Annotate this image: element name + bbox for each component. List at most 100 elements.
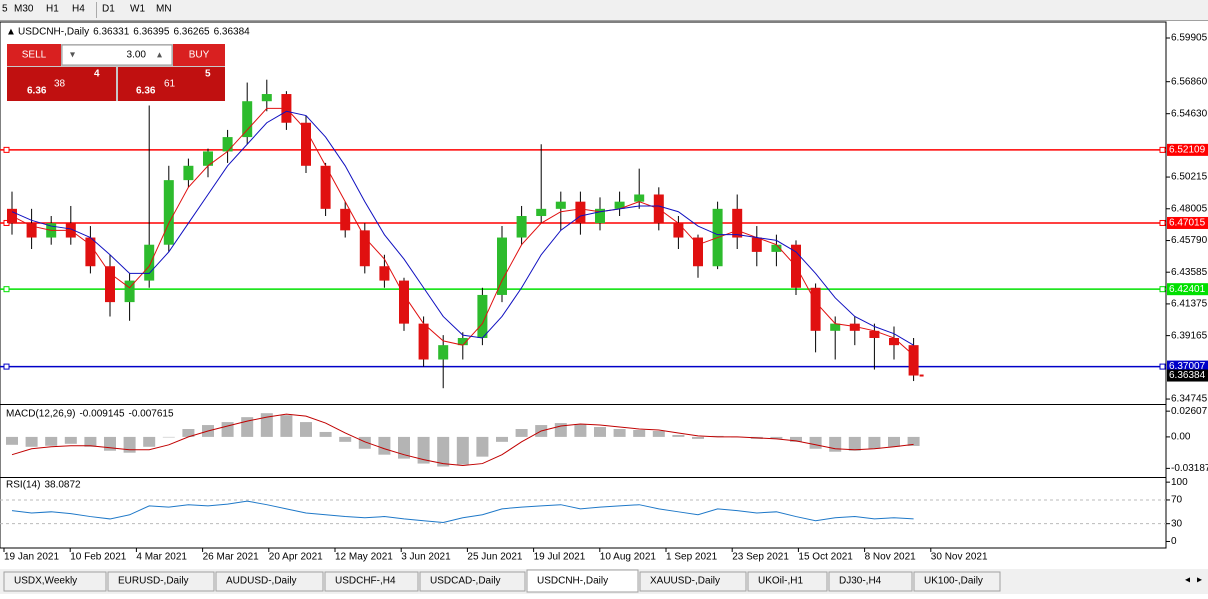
volume-down[interactable]: ▾: [70, 50, 75, 61]
tab[interactable]: [639, 571, 747, 592]
macd-bar: [594, 427, 606, 437]
scroll-right[interactable]: ▸: [1197, 575, 1202, 586]
candle-body: [26, 223, 37, 238]
candle-body: [751, 237, 762, 252]
tab[interactable]: [526, 569, 639, 593]
candle-body: [301, 122, 311, 166]
bid-big: 6.36: [27, 86, 47, 97]
toolbar: [0, 0, 1208, 20]
tab-label[interactable]: DJ30-,H4: [839, 576, 882, 587]
candle-body: [614, 201, 625, 209]
y-tick-label: 0: [1171, 536, 1177, 547]
timeframe-button[interactable]: W1: [130, 4, 145, 15]
tab[interactable]: [419, 571, 526, 592]
tab-label[interactable]: USDCHF-,H4: [335, 576, 396, 587]
candle-body: [595, 208, 605, 224]
candle-body: [261, 94, 272, 102]
candle-body: [869, 330, 880, 338]
candle-body: [575, 201, 586, 224]
signal-value: -0.007615: [129, 409, 174, 420]
y-tick-label: 6.54630: [1171, 108, 1208, 119]
macd-bar: [280, 415, 293, 437]
level-handle: [1159, 219, 1166, 226]
x-tick-label: 3 Jun 2021: [401, 552, 451, 563]
y-tick-label: 6.50215: [1171, 172, 1208, 183]
macd-bar: [358, 436, 371, 449]
quote-value: 6.36384: [214, 27, 251, 38]
ask-main: 61: [164, 79, 176, 90]
macd-bar: [339, 436, 352, 442]
candle-body: [830, 323, 841, 331]
candle-body: [908, 345, 919, 376]
tab-label[interactable]: USDCAD-,Daily: [430, 576, 501, 587]
level-label: 6.52109: [1169, 145, 1206, 156]
tab-label[interactable]: XAUUSD-,Daily: [650, 576, 720, 587]
level-label: 6.42401: [1169, 284, 1206, 295]
candle-body: [340, 208, 351, 231]
chart-frame: [0, 21, 1167, 549]
macd-signal: [11, 413, 914, 467]
level-handle: [1159, 146, 1166, 153]
timeframe-button[interactable]: H1: [46, 4, 59, 15]
timeframe-button[interactable]: D1: [102, 4, 115, 15]
x-tick-label: 8 Nov 2021: [865, 552, 917, 563]
volume-box[interactable]: [61, 44, 173, 66]
macd-bar: [692, 436, 704, 439]
candle-body: [477, 294, 488, 338]
scroll-left[interactable]: ◂: [1185, 575, 1190, 586]
timeframe-button[interactable]: M30: [14, 4, 34, 15]
tab-label[interactable]: USDX,Weekly: [14, 576, 77, 587]
x-tick-label: 10 Aug 2021: [600, 552, 657, 563]
timeframe-button[interactable]: MN: [156, 4, 172, 15]
x-tick-label: 12 May 2021: [335, 552, 393, 563]
last-price-bg: [1167, 369, 1208, 382]
level-label: 6.37007: [1169, 361, 1206, 372]
macd-bar: [6, 436, 18, 445]
tab-label[interactable]: EURUSD-,Daily: [118, 576, 189, 587]
macd-bar: [123, 436, 136, 453]
level-handle: [3, 146, 10, 153]
quote-value: 6.36395: [133, 27, 170, 38]
rsi-value: 38.0872: [44, 480, 81, 491]
candle-body: [516, 216, 527, 238]
candle-body: [124, 280, 135, 303]
macd-bar: [221, 422, 234, 437]
tab[interactable]: [107, 571, 215, 592]
y-tick-label: 6.39165: [1171, 330, 1208, 341]
y-tick-label: 0.00: [1171, 432, 1191, 443]
buy-button[interactable]: [173, 44, 225, 66]
tab[interactable]: [747, 571, 828, 592]
tab[interactable]: [3, 571, 107, 592]
candle-body: [418, 323, 429, 360]
candle-body: [634, 194, 645, 202]
volume-up[interactable]: ▴: [157, 50, 162, 61]
macd-bar: [829, 436, 842, 452]
y-tick-label: 30: [1171, 518, 1183, 529]
tab[interactable]: [215, 571, 324, 592]
macd-bar: [868, 436, 881, 449]
macd-bar: [848, 436, 861, 451]
sell-button[interactable]: [7, 44, 61, 66]
y-tick-label: 6.59905: [1171, 33, 1208, 44]
bid-box[interactable]: [7, 67, 116, 101]
tab-label[interactable]: UK100-,Daily: [924, 576, 983, 587]
y-tick-label: 70: [1171, 495, 1183, 506]
tab[interactable]: [828, 571, 913, 592]
timeframe-button[interactable]: H4: [72, 4, 85, 15]
tab-label[interactable]: AUDUSD-,Daily: [226, 576, 297, 587]
tab[interactable]: [913, 571, 1001, 592]
x-tick-label: 23 Sep 2021: [732, 552, 789, 563]
x-tick-label: 20 Apr 2021: [269, 552, 323, 563]
candle-body: [242, 101, 253, 138]
tab-label[interactable]: UKOil-,H1: [758, 576, 803, 587]
macd-bar: [907, 436, 920, 446]
ask-box[interactable]: [118, 67, 225, 101]
candle-body: [732, 208, 743, 238]
timeframe-button[interactable]: 5: [2, 4, 8, 15]
tab-label[interactable]: USDCNH-,Daily: [537, 576, 608, 587]
y-tick-label: 6.41375: [1171, 299, 1208, 310]
macd-bar: [162, 436, 175, 438]
tab[interactable]: [324, 571, 419, 592]
candle-body: [693, 237, 703, 267]
